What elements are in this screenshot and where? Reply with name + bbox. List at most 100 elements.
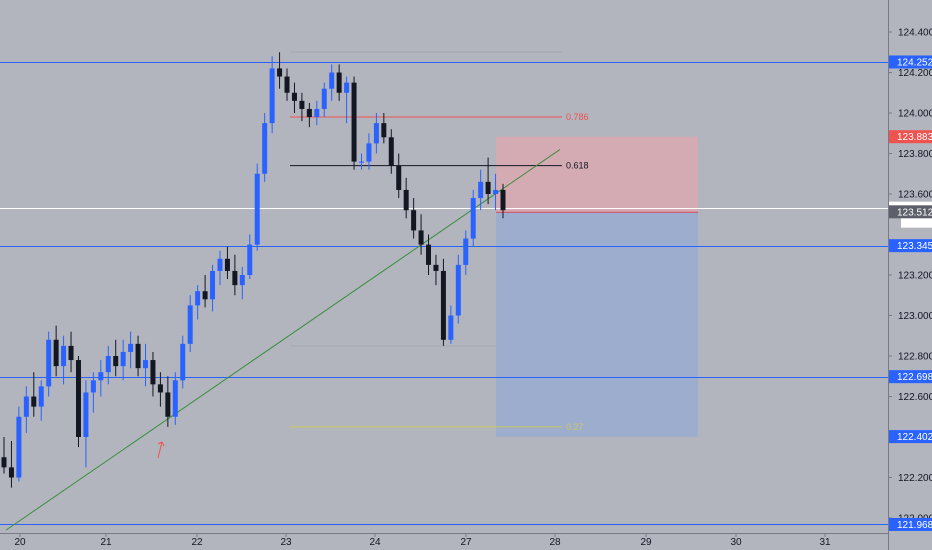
fib-level-label: 0.786 bbox=[566, 112, 589, 122]
candle-body bbox=[411, 210, 417, 231]
y-tick-label: 122.600 bbox=[898, 392, 932, 403]
candle-body bbox=[277, 68, 283, 77]
time-axis[interactable]: 20 21 22 23 24 27 28 29 30 31 bbox=[14, 533, 831, 548]
x-tick-label: 23 bbox=[280, 537, 292, 548]
candle-body bbox=[500, 189, 506, 211]
candle-body bbox=[306, 108, 312, 118]
x-tick-label: 24 bbox=[369, 537, 381, 548]
candle-body bbox=[291, 92, 297, 101]
candle-body bbox=[254, 173, 260, 245]
candle-body bbox=[299, 100, 305, 109]
x-tick-label: 29 bbox=[640, 537, 652, 548]
level-price-tag: 123.345 bbox=[897, 241, 932, 252]
fib-level-label: 0.618 bbox=[566, 161, 589, 171]
candle-body bbox=[113, 356, 119, 367]
candle-body bbox=[46, 339, 52, 387]
candle-body bbox=[314, 108, 320, 118]
last-price-tag: 123.512 bbox=[897, 207, 932, 218]
y-tick-label: 123.600 bbox=[898, 190, 932, 201]
candle-body bbox=[247, 244, 253, 275]
candle-body bbox=[224, 258, 230, 271]
candle-body bbox=[493, 189, 499, 194]
candle-body bbox=[120, 351, 126, 367]
candle-body bbox=[470, 198, 476, 239]
candle-body bbox=[38, 386, 44, 407]
candle-body bbox=[358, 161, 364, 163]
x-tick-label: 27 bbox=[460, 537, 472, 548]
plot-background bbox=[0, 0, 888, 533]
candle-body bbox=[1, 457, 7, 468]
y-tick-label: 123.200 bbox=[898, 271, 932, 282]
trendline-line bbox=[5, 149, 561, 531]
candle-body bbox=[284, 76, 290, 93]
y-tick-label: 124.400 bbox=[898, 28, 932, 39]
candle-body bbox=[202, 291, 208, 300]
y-tick-label: 123.800 bbox=[898, 149, 932, 160]
candle-body bbox=[448, 315, 454, 340]
annotations bbox=[157, 441, 165, 459]
candle-body bbox=[351, 82, 357, 162]
x-tick-label: 30 bbox=[730, 537, 742, 548]
candle-body bbox=[135, 343, 141, 369]
candle-body bbox=[210, 270, 216, 300]
candle-body bbox=[366, 143, 372, 162]
candle-body bbox=[403, 189, 409, 211]
stop-zone bbox=[496, 136, 698, 213]
candle-body bbox=[217, 258, 223, 271]
candle-body bbox=[53, 339, 59, 367]
x-tick-label: 20 bbox=[14, 537, 26, 548]
candle-body bbox=[329, 72, 335, 89]
candle-body bbox=[440, 270, 446, 340]
candle-body bbox=[239, 275, 245, 286]
candle-body bbox=[8, 467, 14, 478]
candle-body bbox=[187, 305, 193, 344]
candle-body bbox=[157, 384, 163, 393]
trendline[interactable] bbox=[5, 149, 561, 531]
candle-body bbox=[23, 396, 29, 417]
last-price-tag-bg bbox=[889, 205, 932, 219]
candle-body bbox=[180, 343, 186, 381]
x-tick-label: 31 bbox=[819, 537, 831, 548]
level-price-tag-bg bbox=[889, 239, 932, 253]
candle-body bbox=[165, 392, 171, 417]
candle-body bbox=[232, 270, 238, 286]
short-position-tool[interactable] bbox=[496, 136, 698, 437]
candle-body bbox=[105, 356, 111, 373]
y-tick-label: 124.000 bbox=[898, 109, 932, 120]
target-price-tag: 122.402 bbox=[897, 432, 932, 443]
candles bbox=[1, 52, 506, 488]
target-price-tag-bg bbox=[889, 430, 932, 444]
fib-retracement[interactable]: 0.786 0.618 0.27 bbox=[290, 51, 589, 432]
candle-body bbox=[463, 238, 469, 265]
candle-body bbox=[90, 380, 96, 393]
x-tick-label: 28 bbox=[549, 537, 561, 548]
candle-body bbox=[128, 343, 134, 352]
level-price-tag: 121.968 bbox=[897, 520, 932, 531]
target-zone bbox=[496, 212, 698, 437]
stop-price-tag-bg bbox=[889, 130, 932, 144]
y-tick-label: 123.000 bbox=[898, 311, 932, 322]
candle-body bbox=[172, 380, 178, 417]
countdown-label: 37:19 bbox=[905, 217, 930, 228]
x-tick-label: 22 bbox=[191, 537, 203, 548]
price-axis[interactable]: 124.400 124.200 124.000 123.800 123.600 123.2… bbox=[888, 28, 932, 525]
level-price-tag-bg bbox=[889, 370, 932, 384]
y-tick-label: 124.200 bbox=[898, 68, 932, 79]
candle-body bbox=[418, 230, 424, 245]
horizontal-levels[interactable] bbox=[0, 62, 888, 525]
candle-body bbox=[336, 72, 342, 93]
candle-body bbox=[426, 244, 432, 265]
candle-body bbox=[433, 264, 439, 271]
price-tags: 124.252 123.345 122.698 121.968 123.883 122.4… bbox=[889, 55, 932, 531]
candle-body bbox=[373, 123, 379, 144]
candle-body bbox=[143, 360, 149, 369]
candle-body bbox=[31, 396, 37, 407]
candle-body bbox=[68, 345, 74, 361]
y-tick-label: 122.200 bbox=[898, 473, 932, 484]
candle-body bbox=[262, 123, 268, 174]
candle-body bbox=[150, 360, 156, 385]
arrow-annotation-icon bbox=[157, 441, 165, 459]
x-tick-label: 21 bbox=[100, 537, 112, 548]
candle-body bbox=[61, 345, 67, 367]
